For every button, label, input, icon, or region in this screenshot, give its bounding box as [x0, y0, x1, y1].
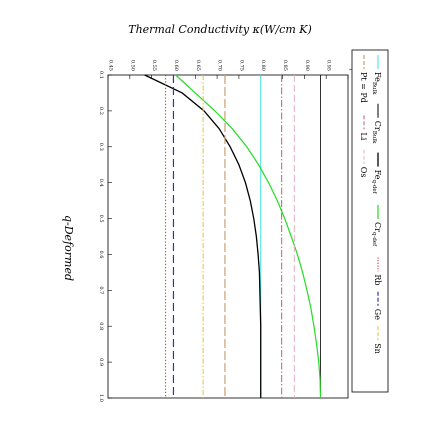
x-tick-label: 0.4 [98, 179, 104, 187]
y-tick-label: 0.60 [173, 60, 179, 71]
x-tick-label: 0.6 [98, 250, 104, 258]
x-tick-label: 1.0 [98, 394, 104, 402]
plot-frame [107, 74, 349, 399]
x-tick-label: 0.2 [98, 107, 104, 115]
x-tick-label: 0.1 [98, 71, 104, 79]
series-line-fe-q-def [144, 74, 262, 398]
y-tick-label: 1 [348, 68, 354, 71]
x-tick-label: 0.5 [98, 215, 104, 223]
x-tick-label: 0.3 [98, 143, 104, 151]
legend-label-fe-q-def: Feq-def [371, 170, 382, 195]
legend-label-ge: Ge [373, 309, 382, 320]
legend-label-os: Os [359, 167, 368, 178]
y-tick-label: 0.90 [304, 60, 310, 71]
y-tick-label: 0.45 [108, 60, 114, 71]
legend-label-pt-pd: Pt = Pd [359, 72, 368, 103]
legend-box [351, 49, 389, 393]
y-tick-label: 0.75 [238, 60, 244, 71]
legend-label-sn: Sn [373, 343, 382, 354]
y-tick-label: 0.50 [129, 60, 135, 71]
legend-label-rb: Rb [373, 274, 382, 285]
y-tick-label: 0.80 [260, 60, 266, 71]
legend-label-li: Li [359, 132, 368, 140]
legend-label-cr-q-def: Crq-def [371, 222, 382, 247]
legend: FeBulk CrBulk Feq-def Crq-def Rb Ge Sn Pt = Pd L… [351, 49, 389, 393]
x-tick-label: 0.8 [98, 322, 104, 330]
y-tick-label: 0.55 [151, 60, 157, 71]
y-tick-label: 0.65 [195, 60, 201, 71]
chart-title: Thermal Conductivity κ(W/cm K) [128, 23, 312, 36]
y-tick-label: 0.95 [326, 60, 332, 71]
plot-area: 0.45 0.50 0.55 0.60 0.65 0.70 0.75 0.80 0.85 0.90… [98, 60, 354, 402]
x-axis-label: q-Deformed [62, 215, 75, 281]
y-tick-label: 0.70 [217, 60, 223, 71]
y-tick-label: 0.85 [282, 60, 288, 71]
x-tick-label: 0.9 [98, 358, 104, 366]
legend-label-fe-bulk: FeBulk [371, 72, 382, 95]
series-line-cr-q-def [175, 74, 322, 399]
legend-label-cr-bulk: CrBulk [371, 121, 382, 144]
x-tick-label: 0.7 [98, 286, 104, 294]
